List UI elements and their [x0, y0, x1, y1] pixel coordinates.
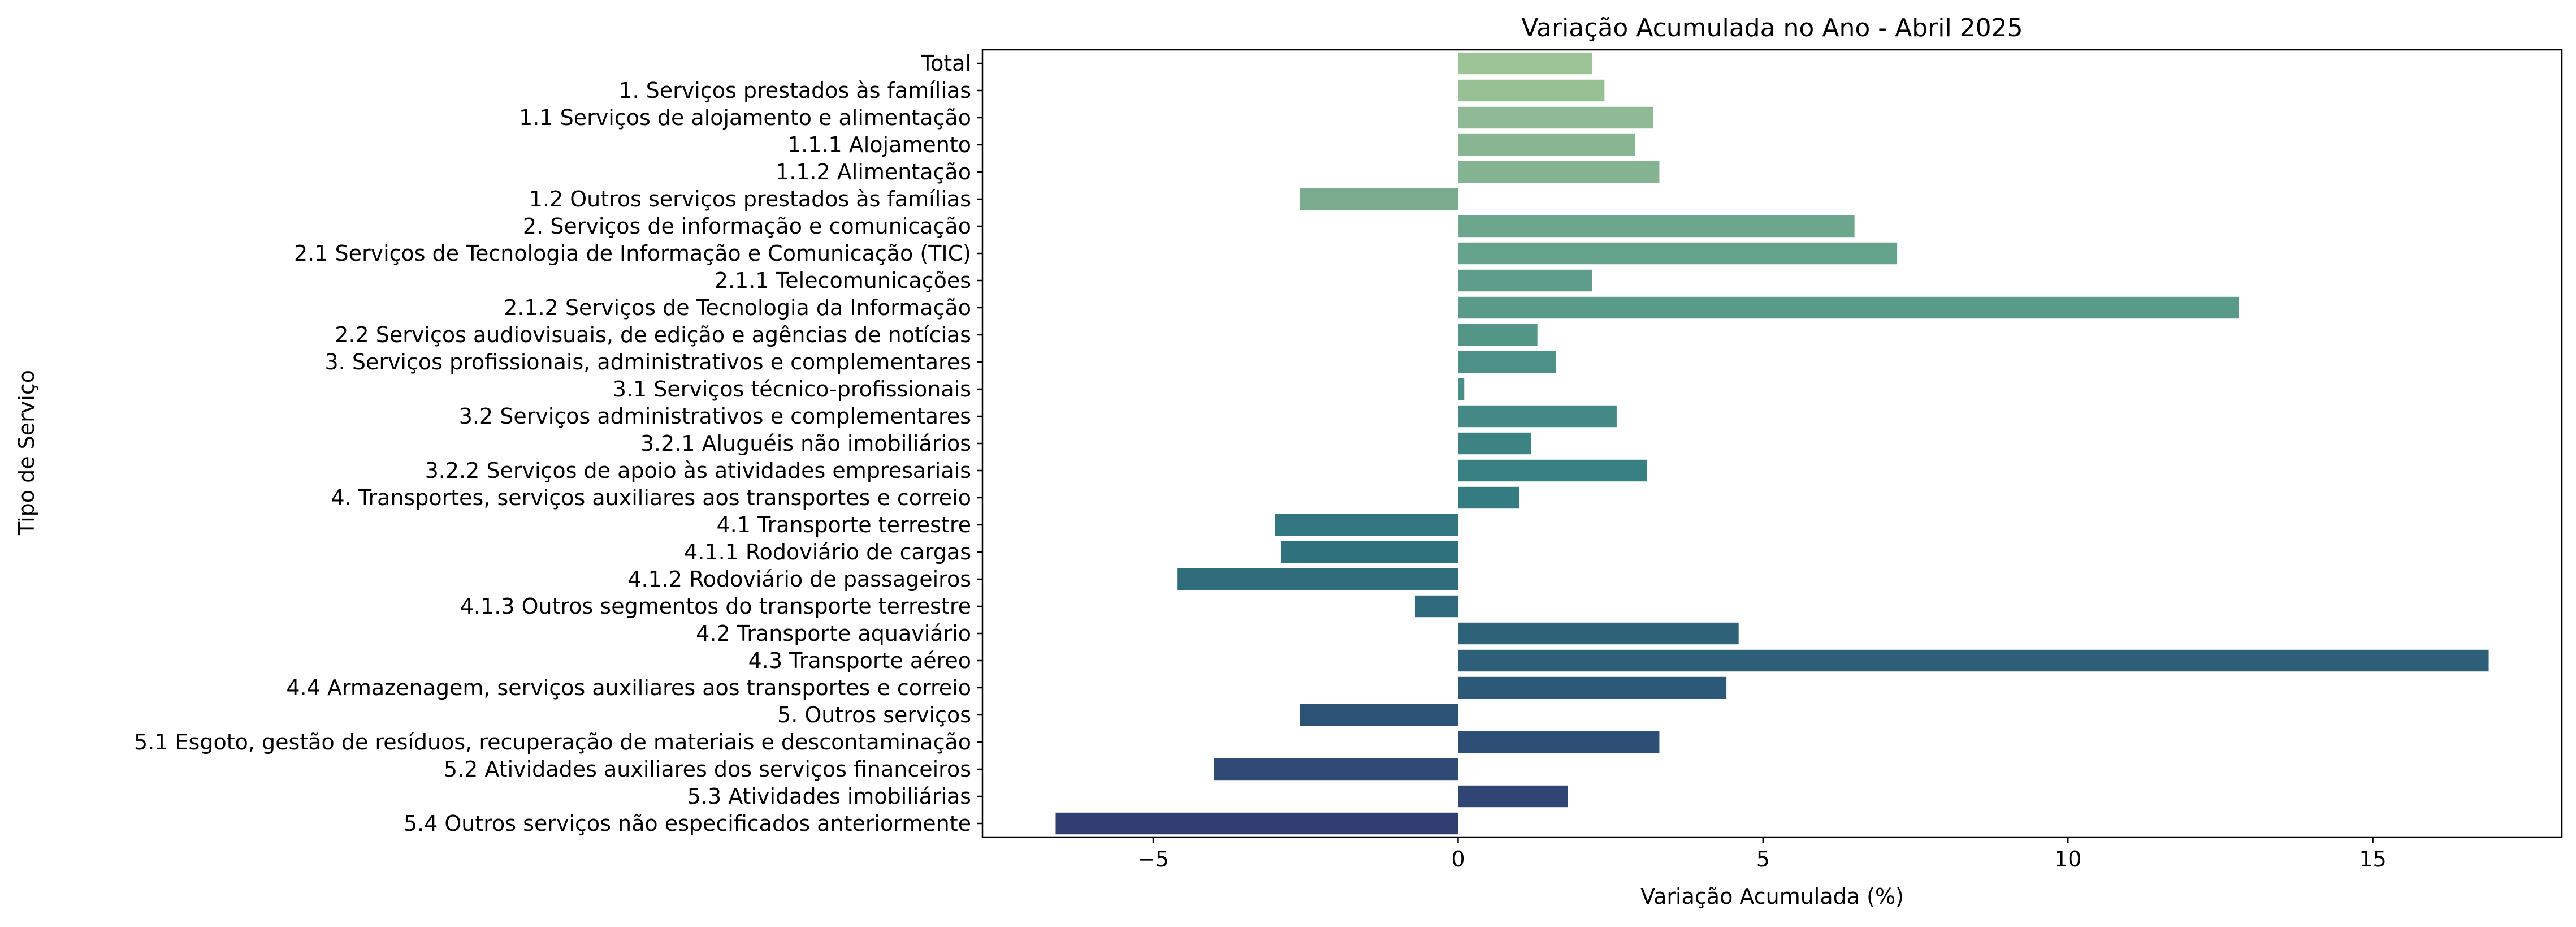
bar [1458, 269, 1592, 292]
bar [1458, 52, 1592, 75]
y-tick-label: 3. Serviços profissionais, administrativ… [324, 350, 971, 374]
bar [1458, 106, 1653, 129]
y-tick-label: 5.4 Outros serviços não especificados an… [404, 811, 971, 836]
plot-frame [981, 49, 2563, 838]
y-tick-label: 2.1.2 Serviços de Tecnologia da Informaç… [504, 295, 971, 320]
bar [1458, 676, 1727, 699]
y-tick-label: 3.2 Serviços administrativos e complemen… [459, 404, 971, 429]
bar [1458, 731, 1660, 753]
chart-title: Variação Acumulada no Ano - Abril 2025 [1521, 14, 2023, 42]
bar [1458, 622, 1739, 645]
y-tick-label: 1. Serviços prestados às famílias [618, 78, 971, 103]
bar [1458, 215, 1855, 238]
bar [1415, 595, 1458, 618]
y-tick-label: 5.2 Atividades auxiliares dos serviços f… [444, 757, 971, 782]
x-tick-label: 0 [1451, 847, 1465, 872]
bar [1458, 79, 1605, 102]
bar [1458, 161, 1660, 183]
y-tick-label: 1.1 Serviços de alojamento e alimentação [519, 105, 971, 130]
y-tick-label: Total [920, 51, 971, 76]
bar [1458, 324, 1538, 346]
y-tick-label: 1.2 Outros serviços prestados às família… [529, 187, 971, 212]
x-tick-label: 15 [2359, 847, 2386, 872]
bar [1458, 378, 1465, 400]
bar [1458, 459, 1647, 482]
y-tick-label: 4.1.3 Outros segmentos do transporte ter… [460, 594, 971, 619]
x-tick-label: −5 [1137, 847, 1169, 872]
y-tick-label: 4. Transportes, serviços auxiliares aos … [331, 485, 972, 510]
bar [1055, 812, 1458, 835]
bar [1177, 568, 1458, 590]
bar [1458, 649, 2489, 672]
bar [1275, 514, 1458, 536]
bar [1458, 486, 1519, 509]
y-tick-label: 5.3 Atividades imobiliárias [687, 784, 971, 809]
x-axis-label: Variação Acumulada (%) [1640, 884, 1904, 909]
bar [1458, 785, 1568, 808]
y-tick-label: 1.1.2 Alimentação [776, 159, 971, 184]
bar [1458, 296, 2239, 319]
y-tick-label: 1.1.1 Alojamento [787, 132, 971, 157]
bar [1299, 704, 1458, 726]
y-tick-label: 2.1 Serviços de Tecnologia de Informação… [294, 241, 971, 266]
y-tick-label: 4.4 Armazenagem, serviços auxiliares aos… [286, 675, 971, 700]
y-tick-label: 4.1 Transporte terrestre [716, 512, 971, 537]
y-axis-label: Tipo de Serviço [14, 370, 39, 536]
y-tick-label: 4.2 Transporte aquaviário [696, 621, 971, 646]
bar [1458, 351, 1556, 373]
y-tick-label: 4.1.1 Rodoviário de cargas [684, 540, 971, 564]
y-tick-label: 5. Outros serviços [777, 702, 971, 727]
y-tick-label: 3.1 Serviços técnico-profissionais [613, 377, 971, 402]
x-tick-label: 10 [2054, 847, 2081, 872]
x-tick-label: 5 [1756, 847, 1770, 872]
bar [1458, 242, 1898, 265]
y-tick-label: 2.2 Serviços audiovisuais, de edição e a… [335, 322, 971, 347]
bar [1458, 432, 1531, 455]
y-tick-label: 4.1.2 Rodoviário de passageiros [627, 567, 971, 592]
bar [1458, 133, 1635, 156]
y-tick-label: 2. Serviços de informação e comunicação [523, 214, 971, 239]
bar [1214, 758, 1458, 781]
bar [1458, 405, 1617, 428]
y-tick-label: 2.1.1 Telecomunicações [715, 268, 971, 293]
y-tick-label: 3.2.2 Serviços de apoio às atividades em… [425, 458, 971, 483]
y-tick-label: 3.2.1 Aluguéis não imobiliários [640, 431, 971, 456]
y-tick-label: 4.3 Transporte aéreo [748, 648, 971, 673]
bar [1299, 188, 1458, 210]
y-tick-label: 5.1 Esgoto, gestão de resíduos, recupera… [134, 730, 971, 754]
bar [1281, 541, 1458, 563]
